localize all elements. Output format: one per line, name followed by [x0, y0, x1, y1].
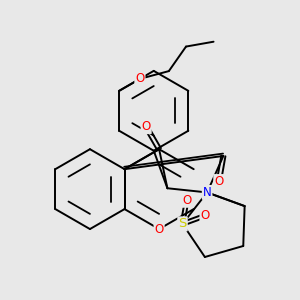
Text: O: O — [142, 120, 151, 133]
Text: O: O — [135, 72, 145, 85]
Text: O: O — [214, 175, 224, 188]
Text: O: O — [200, 209, 210, 222]
Text: O: O — [182, 194, 191, 207]
Text: N: N — [203, 186, 212, 199]
Text: O: O — [154, 223, 164, 236]
Text: S: S — [178, 218, 187, 230]
